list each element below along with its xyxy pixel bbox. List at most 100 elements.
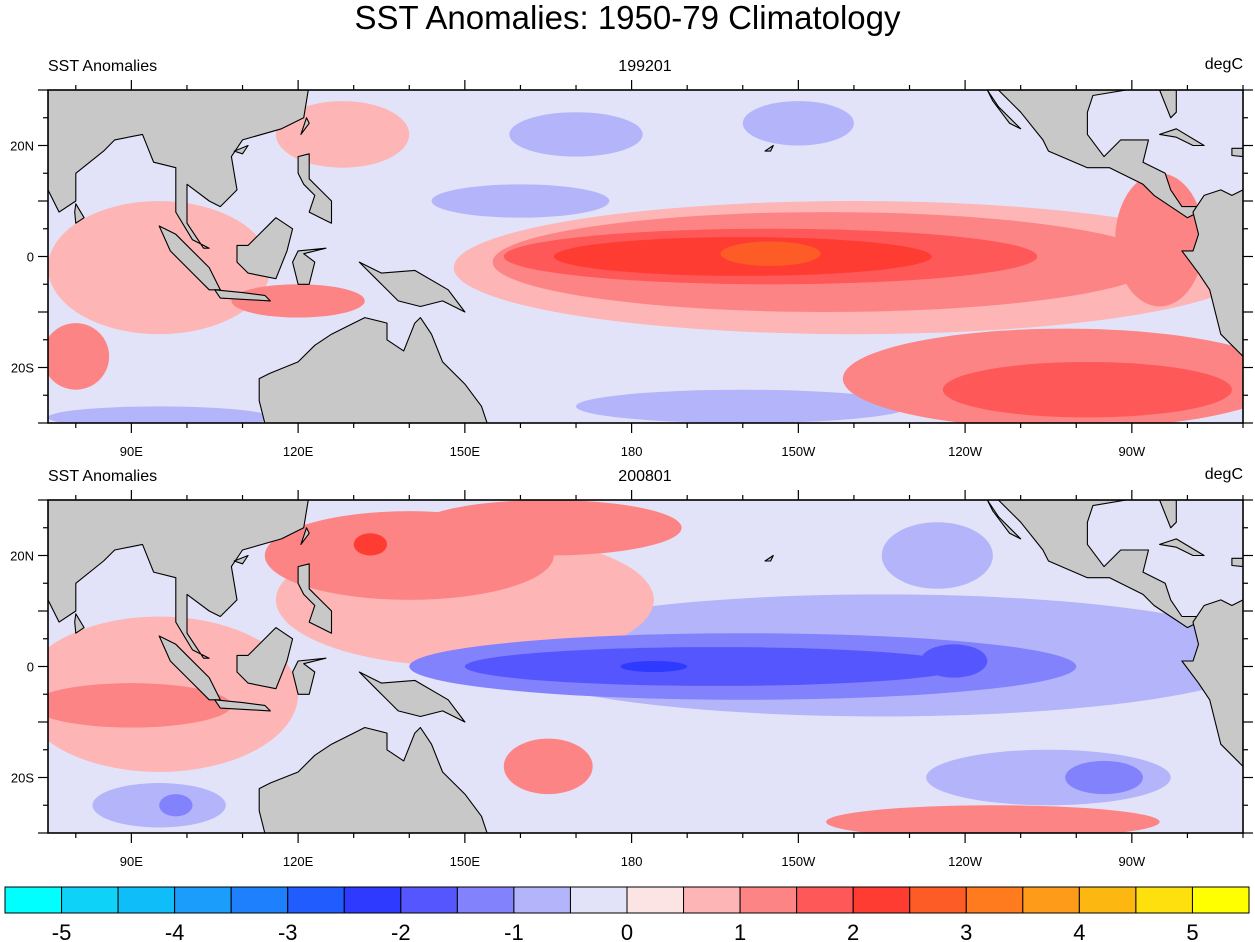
colorbar-tick-label: 5 xyxy=(1186,920,1198,942)
x-tick-label: 90W xyxy=(1118,444,1145,459)
land-north-america xyxy=(997,90,1243,219)
colorbar-tick-label: 0 xyxy=(621,920,633,942)
colorbar-box xyxy=(4,886,63,914)
colorbar-tick-label: 4 xyxy=(1073,920,1085,942)
colorbar-box xyxy=(61,886,119,914)
land-baja xyxy=(986,90,1022,130)
colorbar-tick-label: 2 xyxy=(847,920,859,942)
panel-1-left-label: SST Anomalies xyxy=(48,58,158,75)
colorbar-box xyxy=(513,886,571,914)
land-new-guinea xyxy=(358,261,466,313)
colorbar-box xyxy=(965,886,1024,914)
land-asia xyxy=(48,90,410,249)
colorbar-box xyxy=(852,886,911,914)
land-java xyxy=(214,289,271,302)
anomaly-region xyxy=(720,241,821,266)
anomaly-region xyxy=(431,184,610,218)
colorbar-box xyxy=(569,886,628,914)
land-philippines xyxy=(297,153,333,224)
anomaly-region xyxy=(742,101,854,146)
y-tick-label: 20N xyxy=(10,139,34,154)
anomaly-region xyxy=(503,738,593,795)
x-tick-label: 90W xyxy=(1118,854,1145,869)
anomaly-region xyxy=(159,794,193,817)
colorbar-box xyxy=(287,886,345,914)
anomaly-region xyxy=(275,101,410,168)
panel-2-left-label: SST Anomalies xyxy=(48,468,158,485)
land-hainan xyxy=(233,554,249,565)
land-sulawesi xyxy=(292,657,327,695)
land-hispaniola xyxy=(1231,147,1243,158)
panel-1-plot-area xyxy=(48,90,1243,423)
land-borneo xyxy=(236,217,294,280)
anomaly-region xyxy=(48,683,232,728)
anomaly-region xyxy=(576,389,910,423)
anomaly-region xyxy=(48,406,271,423)
colorbar-tick-label: -3 xyxy=(278,920,298,942)
colorbar-box xyxy=(909,886,967,914)
land-taiwan xyxy=(300,117,310,135)
anomaly-region xyxy=(881,522,993,589)
colorbar-tick-label: 1 xyxy=(734,920,746,942)
colorbar-box xyxy=(400,886,458,914)
x-tick-label: 150W xyxy=(781,444,816,459)
anomaly-region xyxy=(1065,760,1143,795)
map-panel-2: 90E 120E 150E 180 150W 120W 90W 20N 0 20S xyxy=(10,490,1253,869)
land-asia xyxy=(48,500,410,659)
colorbar: -5 -4 -3 -2 -1 0 1 2 3 4 5 xyxy=(4,886,1250,942)
land-sulawesi xyxy=(292,247,327,285)
colorbar-tick-label: -2 xyxy=(391,920,411,942)
anomaly-region xyxy=(48,201,271,335)
x-tick-label: 150W xyxy=(781,854,816,869)
panel-1-units-label: degC xyxy=(1204,56,1243,73)
land-cuba xyxy=(1159,128,1205,147)
y-tick-label: 0 xyxy=(27,250,34,265)
land-taiwan xyxy=(300,527,310,545)
anomaly-region xyxy=(414,500,682,556)
y-tick-label: 20S xyxy=(11,361,34,376)
anomaly-region xyxy=(509,112,643,157)
land-sri-lanka xyxy=(74,203,85,224)
land-north-america xyxy=(997,500,1243,629)
anomaly-region xyxy=(353,533,388,556)
land-philippines xyxy=(297,563,333,634)
panel-2-plot-area xyxy=(48,500,1243,833)
y-tick-label: 20S xyxy=(11,771,34,786)
anomaly-region xyxy=(620,660,688,673)
x-tick-label: 180 xyxy=(621,854,643,869)
panel-2-date-label: 200801 xyxy=(618,468,672,485)
x-tick-label: 150E xyxy=(450,854,481,869)
colorbar-tick-label: -1 xyxy=(504,920,524,942)
x-tick-label: 90E xyxy=(120,444,143,459)
colorbar-box xyxy=(739,886,798,914)
land-new-guinea xyxy=(358,671,466,723)
colorbar-box xyxy=(230,886,289,914)
colorbar-box xyxy=(1078,886,1137,914)
colorbar-box xyxy=(683,886,741,914)
land-australia xyxy=(258,726,488,833)
land-java xyxy=(214,699,271,712)
land-south-america xyxy=(1181,599,1243,767)
panel-2-units-label: degC xyxy=(1204,466,1243,483)
colorbar-box xyxy=(626,886,685,914)
land-hawaii xyxy=(764,144,774,152)
land-baja xyxy=(986,500,1022,540)
panel-1-date-label: 199201 xyxy=(618,58,672,75)
x-tick-label: 90E xyxy=(120,854,143,869)
y-tick-label: 20N xyxy=(10,549,34,564)
colorbar-box xyxy=(174,886,232,914)
colorbar-box xyxy=(1022,886,1080,914)
land-south-america xyxy=(1181,189,1243,357)
anomaly-region xyxy=(942,361,1232,418)
colorbar-tick-label: 3 xyxy=(960,920,972,942)
map-panel-1: 90E 120E 150E 180 150W 120W 90W 20N 0 20S xyxy=(10,80,1253,459)
chart-title: SST Anomalies: 1950-79 Climatology xyxy=(354,0,901,36)
y-tick-label: 0 xyxy=(27,660,34,675)
x-tick-label: 120E xyxy=(283,854,314,869)
anomaly-region xyxy=(920,644,988,678)
colorbar-box xyxy=(1135,886,1193,914)
x-tick-label: 180 xyxy=(621,444,643,459)
colorbar-box xyxy=(456,886,515,914)
x-tick-label: 120W xyxy=(948,854,983,869)
